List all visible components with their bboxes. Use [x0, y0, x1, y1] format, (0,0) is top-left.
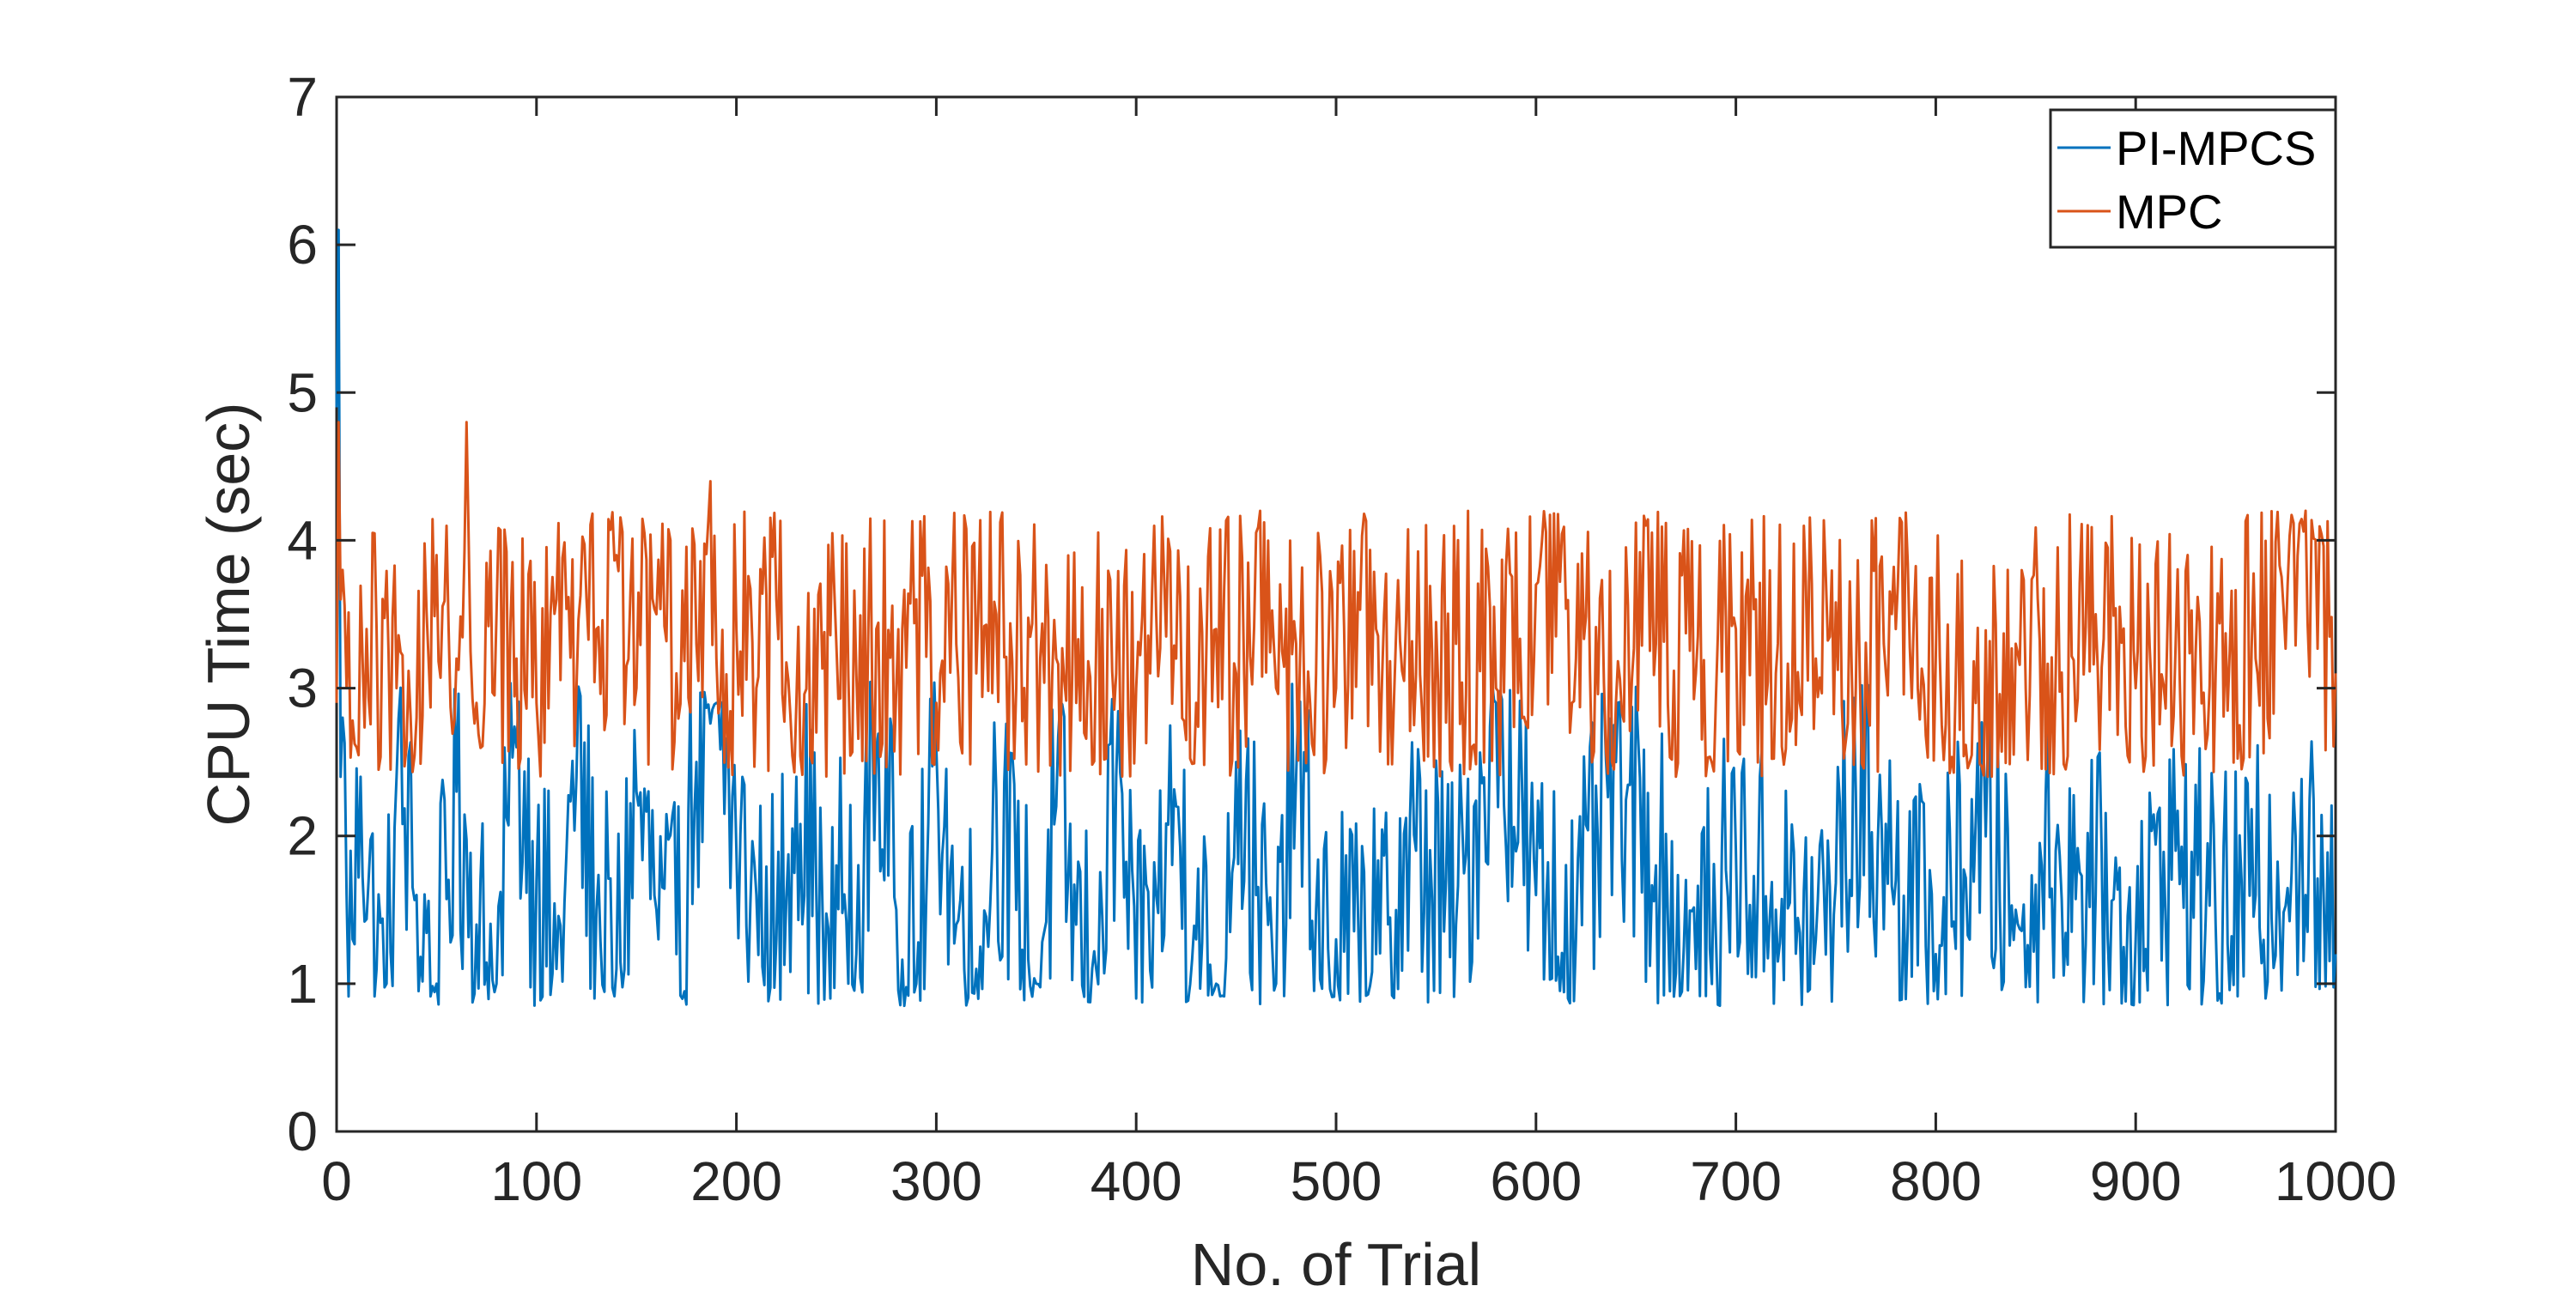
tick-marks: [335, 95, 2337, 1133]
x-tick-label-300: 300: [890, 1150, 982, 1212]
x-axis-title: No. of Trial: [1191, 1231, 1481, 1292]
series-line-mpc: [335, 421, 2337, 779]
legend-label-mpc: MPC: [2116, 185, 2222, 239]
y-tick-labels: 0 1 2 3 4 5 6 7: [287, 66, 318, 1162]
x-tick-labels: 0 100 200 300 400 500 600 700 800 900 1000: [321, 1150, 2397, 1212]
plot-area: [335, 95, 2337, 1133]
x-tick-label-200: 200: [690, 1150, 782, 1212]
x-tick-label-1000: 1000: [2275, 1150, 2397, 1212]
x-tick-label-900: 900: [2090, 1150, 2182, 1212]
series-layer: [335, 228, 2337, 1008]
y-tick-label-1: 1: [287, 953, 318, 1015]
legend-box: [2049, 108, 2337, 249]
x-tick-label-700: 700: [1690, 1150, 1782, 1212]
x-tick-label-800: 800: [1890, 1150, 1982, 1212]
x-tick-label-100: 100: [490, 1150, 582, 1212]
y-tick-label-6: 6: [287, 214, 318, 276]
series-line-pi-mpcs: [335, 228, 2337, 1008]
legend: PI-MPCS MPC: [2049, 108, 2337, 249]
y-tick-label-3: 3: [287, 658, 318, 719]
x-tick-label-500: 500: [1291, 1150, 1382, 1212]
x-tick-label-0: 0: [321, 1150, 352, 1212]
y-axis-title: CPU Time (sec): [195, 403, 262, 827]
y-tick-label-4: 4: [287, 509, 318, 571]
y-tick-label-2: 2: [287, 805, 318, 867]
y-tick-label-5: 5: [287, 361, 318, 423]
y-tick-label-0: 0: [287, 1101, 318, 1162]
x-tick-label-400: 400: [1091, 1150, 1182, 1212]
legend-label-pi-mpcs: PI-MPCS: [2116, 121, 2316, 175]
x-tick-label-600: 600: [1490, 1150, 1582, 1212]
y-tick-label-7: 7: [287, 66, 318, 128]
